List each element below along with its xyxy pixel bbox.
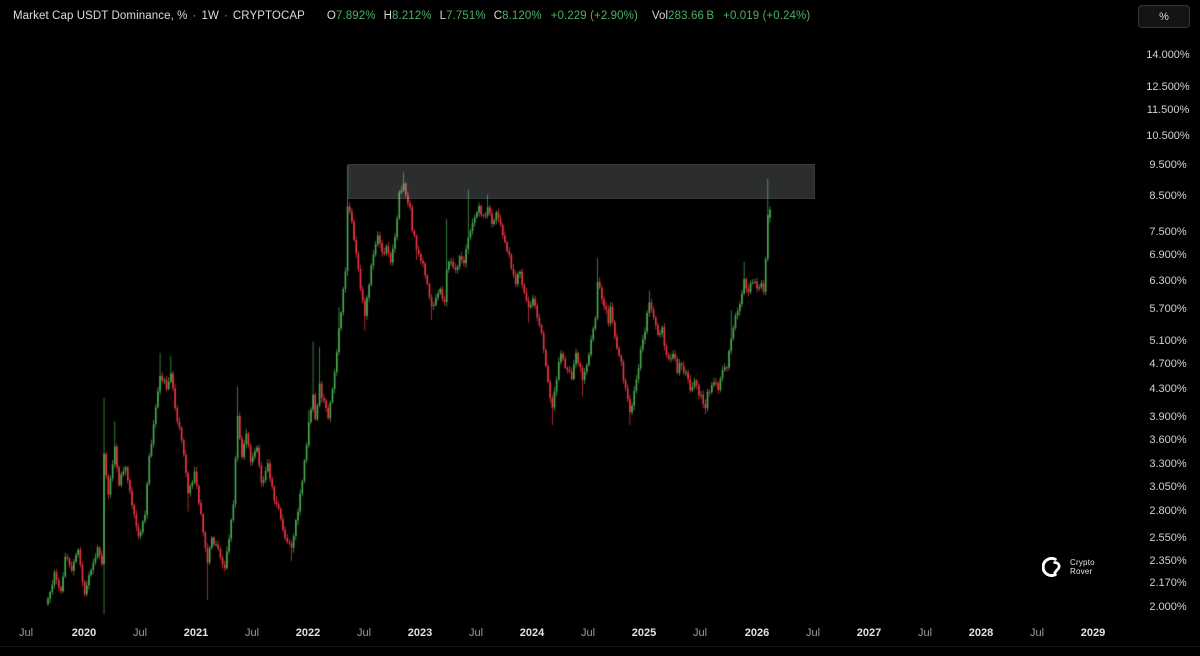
volume-value: 283.66 B xyxy=(668,10,715,22)
price-axis-label: 14.000% xyxy=(1146,48,1190,61)
open-label: O xyxy=(326,10,336,22)
price-axis-label: 2.350% xyxy=(1149,554,1187,567)
time-axis-label-month: Jul xyxy=(917,627,933,639)
time-axis-label-year: 2028 xyxy=(968,627,994,639)
ohlc-readout: O7.892% H8.212% L7.751% C8.120% +0.229 (+2.9… xyxy=(319,10,810,22)
crypto-rover-text: Crypto Rover xyxy=(1070,558,1095,576)
time-axis-label-month: Jul xyxy=(692,627,708,639)
time-axis-label-month: Jul xyxy=(244,627,260,639)
symbol-info-bar: Market Cap USDT Dominance, % · 1W · CRYPTOCA… xyxy=(13,9,810,23)
high-label: H xyxy=(383,10,392,22)
time-axis-label-year: 2020 xyxy=(71,627,97,639)
price-axis-label: 3.300% xyxy=(1149,458,1187,471)
time-axis-label-year: 2029 xyxy=(1080,627,1106,639)
price-axis-label: 2.800% xyxy=(1149,505,1187,518)
price-axis-label: 6.900% xyxy=(1149,249,1187,262)
price-axis-label: 3.600% xyxy=(1149,433,1187,446)
price-axis-label: 5.700% xyxy=(1149,303,1187,316)
time-axis-label-year: 2023 xyxy=(407,627,433,639)
volume-change: +0.019 (+0.24%) xyxy=(723,10,811,22)
price-axis-label: 2.550% xyxy=(1149,531,1187,544)
change-value: +0.229 (+2.90%) xyxy=(550,10,638,22)
price-axis[interactable]: 14.000% 12.500% 11.500% 10.500% 9.500% 8.500%… xyxy=(1138,0,1200,620)
price-axis-label: 8.500% xyxy=(1149,190,1187,203)
separator-dot: · xyxy=(223,10,228,22)
price-axis-label: 5.100% xyxy=(1149,334,1187,347)
price-axis-label: 4.300% xyxy=(1149,383,1187,396)
time-axis-label-year: 2027 xyxy=(856,627,882,639)
price-axis-label: 6.300% xyxy=(1149,275,1187,288)
low-label: L xyxy=(439,10,447,22)
price-axis-label: 4.700% xyxy=(1149,358,1187,371)
price-axis-label: 2.170% xyxy=(1149,577,1187,590)
price-axis-label: 3.050% xyxy=(1149,480,1187,493)
exchange-label[interactable]: CRYPTOCAP xyxy=(232,10,305,22)
interval-label[interactable]: 1W xyxy=(201,10,219,22)
open-value: 7.892% xyxy=(335,10,376,22)
price-axis-label: 12.500% xyxy=(1146,80,1190,93)
volume-label: Vol xyxy=(651,10,669,22)
price-axis-label: 2.000% xyxy=(1149,600,1187,613)
time-axis-label-month: Jul xyxy=(132,627,148,639)
time-axis-label-month: Jul xyxy=(18,627,34,639)
time-axis-label-year: 2025 xyxy=(631,627,657,639)
price-axis-label: 10.500% xyxy=(1146,130,1190,143)
time-axis-label-month: Jul xyxy=(580,627,596,639)
price-axis-label: 3.900% xyxy=(1149,411,1187,424)
crypto-rover-watermark: Crypto Rover xyxy=(1042,556,1095,578)
symbol-title[interactable]: Market Cap USDT Dominance, % xyxy=(13,10,188,22)
price-axis-label: 9.500% xyxy=(1149,158,1187,171)
time-axis-label-month: Jul xyxy=(468,627,484,639)
high-value: 8.212% xyxy=(391,10,432,22)
time-axis-label-year: 2021 xyxy=(183,627,209,639)
resistance-zone-drawing[interactable] xyxy=(348,164,815,199)
time-axis-label-year: 2024 xyxy=(519,627,545,639)
percent-scale-button[interactable]: % xyxy=(1138,5,1190,28)
pane-separator xyxy=(0,646,1200,647)
price-axis-label: 11.500% xyxy=(1146,104,1190,117)
low-value: 7.751% xyxy=(446,10,486,22)
time-axis-label-month: Jul xyxy=(1029,627,1045,639)
separator-dot: · xyxy=(192,10,197,22)
price-axis-label: 7.500% xyxy=(1149,225,1187,238)
time-axis-label-year: 2022 xyxy=(295,627,321,639)
close-label: C xyxy=(493,10,503,22)
time-axis-label-year: 2026 xyxy=(744,627,770,639)
time-axis-label-month: Jul xyxy=(805,627,821,639)
crypto-rover-logo-icon xyxy=(1042,557,1061,577)
time-axis[interactable]: Jul 2020 Jul 2021 Jul 2022 Jul 2023 Jul 2024 Jul 20… xyxy=(0,622,1200,656)
time-axis-label-month: Jul xyxy=(356,627,372,639)
close-value: 8.120% xyxy=(502,10,542,22)
